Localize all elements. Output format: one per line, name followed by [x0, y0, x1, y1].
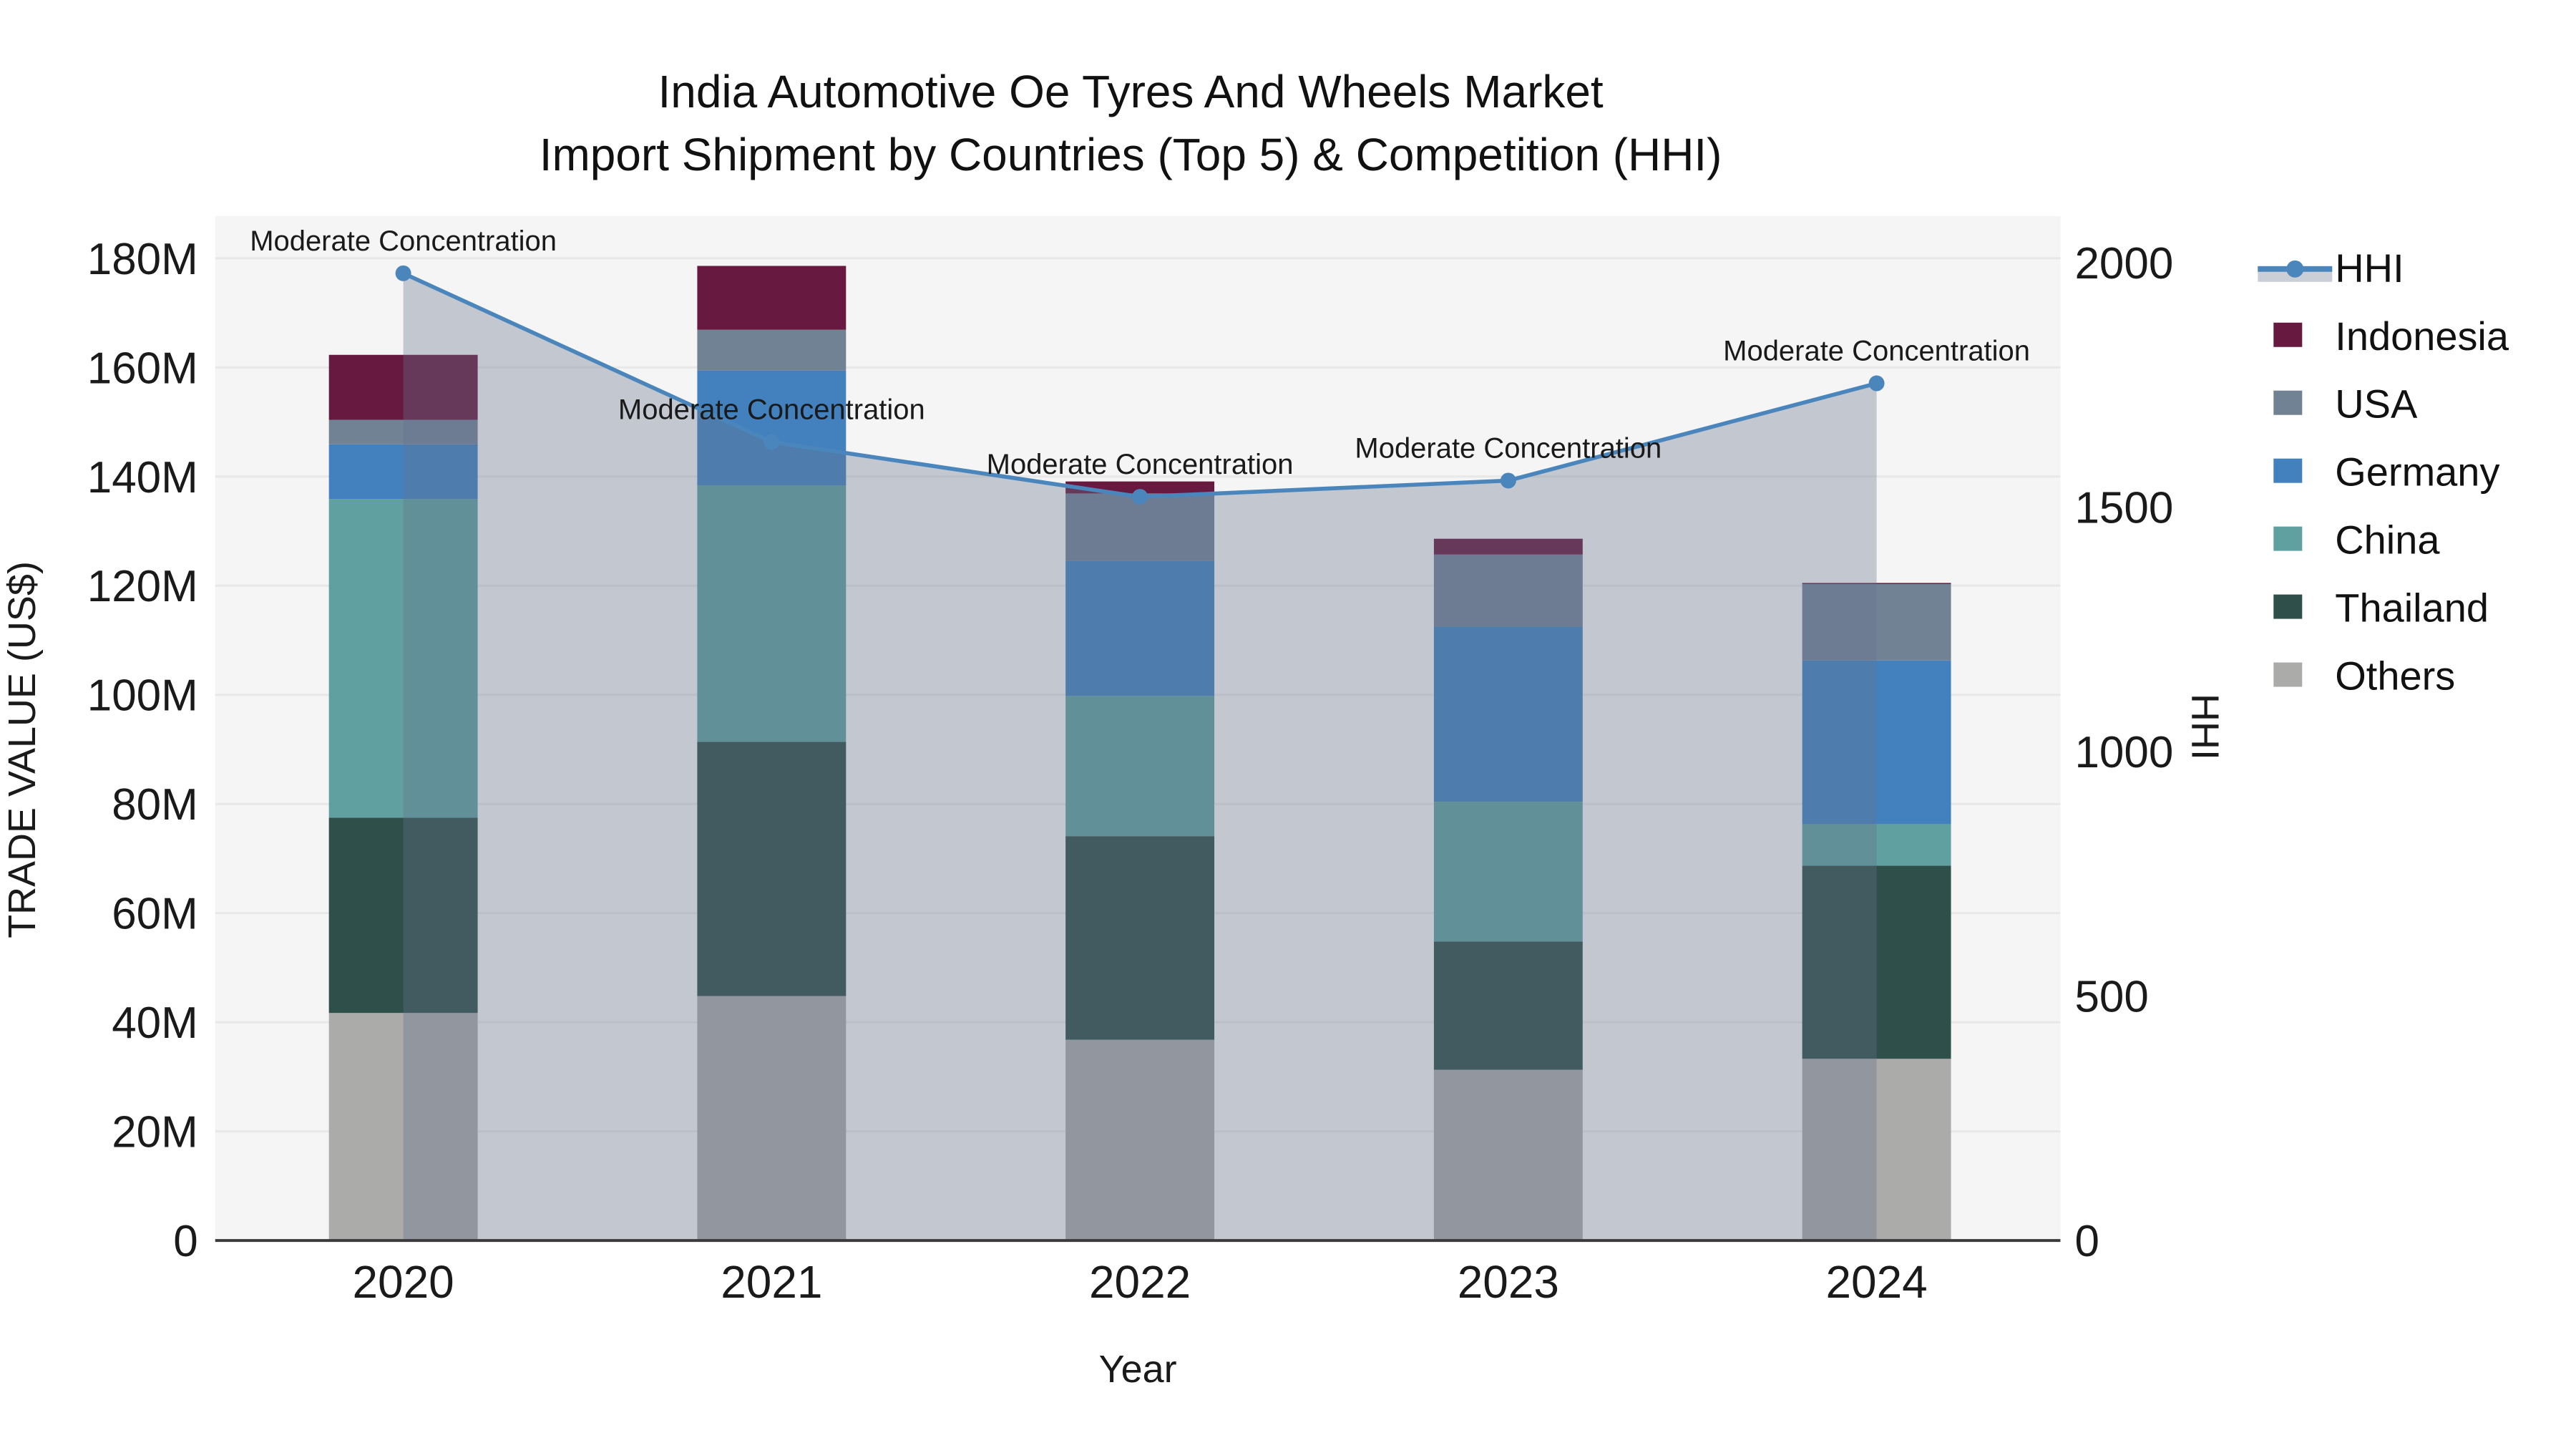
y-left-tick-160M: 160M: [87, 344, 198, 393]
legend-swatch-china: [2273, 526, 2303, 551]
legend-swatch-thailand: [2273, 594, 2303, 619]
hhi-area-fill: [403, 273, 1877, 1241]
x-tick-2022[interactable]: 2022: [1089, 1256, 1191, 1308]
legend: HHI Indonesia USA Germany China Thailand Other…: [2258, 246, 2509, 699]
chart-title-line2: Import Shipment by Countries (Top 5) & C…: [540, 129, 1722, 180]
legend-item-usa[interactable]: USA: [2273, 382, 2418, 427]
bar-germany-2022[interactable]: [1065, 560, 1215, 696]
chart-title-line1: India Automotive Oe Tyres And Wheels Mar…: [658, 66, 1604, 117]
bar-china-2022[interactable]: [1065, 696, 1215, 837]
annotation-2023: Moderate Concentration: [1355, 432, 1662, 464]
legend-item-china[interactable]: China: [2273, 517, 2440, 563]
hhi-marker-2022[interactable]: [1132, 489, 1148, 505]
x-tick-2024[interactable]: 2024: [1825, 1256, 1927, 1308]
y-axis-title-right: HHI: [2183, 694, 2226, 760]
legend-swatch-indonesia: [2273, 322, 2303, 347]
y-left-tick-180M: 180M: [87, 235, 198, 284]
y-right-tick-2000: 2000: [2074, 239, 2173, 288]
y-right-tick-500: 500: [2074, 973, 2148, 1022]
y-left-tick-0: 0: [173, 1217, 197, 1266]
bar-china-2023[interactable]: [1433, 802, 1583, 942]
legend-item-others[interactable]: Others: [2273, 653, 2455, 699]
legend-label-hhi: HHI: [2335, 246, 2404, 291]
y-left-tick-100M: 100M: [87, 671, 198, 721]
bar-indonesia-2024[interactable]: [1802, 583, 1951, 584]
hhi-marker-2020[interactable]: [395, 265, 411, 281]
bar-usa-2024[interactable]: [1802, 583, 1951, 661]
bar-indonesia-2021[interactable]: [697, 266, 847, 330]
bar-germany-2024[interactable]: [1802, 660, 1951, 825]
y-left-tick-40M: 40M: [112, 998, 198, 1048]
y-left-tick-120M: 120M: [87, 562, 198, 611]
bar-germany-2023[interactable]: [1433, 626, 1583, 802]
bar-others-2024[interactable]: [1802, 1059, 1951, 1241]
bar-others-2020[interactable]: [328, 1013, 478, 1241]
x-axis-title: Year: [1099, 1348, 1177, 1391]
x-tick-2020[interactable]: 2020: [352, 1256, 454, 1308]
legend-swatch-germany: [2273, 458, 2303, 483]
y-left-tick-20M: 20M: [112, 1108, 198, 1157]
bar-china-2020[interactable]: [328, 499, 478, 818]
legend-item-thailand[interactable]: Thailand: [2273, 585, 2489, 631]
bar-usa-2020[interactable]: [328, 419, 478, 444]
y-left-tick-60M: 60M: [112, 890, 198, 939]
legend-label-usa: USA: [2335, 382, 2418, 427]
hhi-marker-2023[interactable]: [1500, 472, 1516, 489]
annotation-2022: Moderate Concentration: [987, 449, 1294, 480]
legend-label-germany: Germany: [2335, 449, 2499, 495]
legend-label-china: China: [2335, 517, 2440, 563]
bar-china-2021[interactable]: [697, 485, 847, 742]
annotation-2021: Moderate Concentration: [618, 394, 925, 426]
bar-usa-2021[interactable]: [697, 329, 847, 371]
y-right-tick-0: 0: [2074, 1217, 2099, 1266]
legend-swatch-others: [2273, 662, 2303, 687]
legend-item-germany[interactable]: Germany: [2273, 449, 2499, 495]
y-right-tick-1000: 1000: [2074, 728, 2173, 777]
y-left-tick-80M: 80M: [112, 780, 198, 830]
bar-thailand-2021[interactable]: [697, 742, 847, 996]
bar-thailand-2024[interactable]: [1802, 865, 1951, 1059]
legend-swatch-usa: [2273, 390, 2303, 415]
bar-usa-2023[interactable]: [1433, 554, 1583, 627]
legend-label-indonesia: Indonesia: [2335, 314, 2509, 359]
annotation-2020: Moderate Concentration: [250, 225, 557, 257]
annotation-2024: Moderate Concentration: [1723, 336, 2030, 367]
bar-others-2021[interactable]: [697, 996, 847, 1241]
y-left-tick-140M: 140M: [87, 453, 198, 502]
legend-label-others: Others: [2335, 653, 2455, 699]
bar-thailand-2022[interactable]: [1065, 836, 1215, 1040]
bar-others-2023[interactable]: [1433, 1069, 1583, 1241]
legend-item-indonesia[interactable]: Indonesia: [2273, 314, 2509, 359]
bar-thailand-2020[interactable]: [328, 817, 478, 1014]
bar-germany-2021[interactable]: [697, 370, 847, 485]
bar-indonesia-2020[interactable]: [328, 354, 478, 420]
plot-layer: Moderate Concentration Moderate Concentra…: [87, 215, 2173, 1308]
bar-thailand-2023[interactable]: [1433, 941, 1583, 1070]
bar-usa-2022[interactable]: [1065, 493, 1215, 561]
y-right-tick-1500: 1500: [2074, 483, 2173, 533]
x-tick-2023[interactable]: 2023: [1458, 1256, 1559, 1308]
hhi-marker-2021[interactable]: [763, 434, 780, 450]
bar-indonesia-2023[interactable]: [1433, 538, 1583, 555]
legend-item-hhi[interactable]: HHI: [2258, 246, 2404, 291]
bar-germany-2020[interactable]: [328, 444, 478, 500]
y-axis-title-left: TRADE VALUE (US$): [1, 561, 44, 938]
legend-label-thailand: Thailand: [2335, 585, 2489, 631]
hhi-marker-2024[interactable]: [1868, 375, 1885, 392]
legend-hhi-marker-sample: [2286, 260, 2304, 278]
bar-china-2024[interactable]: [1802, 824, 1951, 866]
x-tick-2021[interactable]: 2021: [721, 1256, 822, 1308]
bar-others-2022[interactable]: [1065, 1039, 1215, 1241]
